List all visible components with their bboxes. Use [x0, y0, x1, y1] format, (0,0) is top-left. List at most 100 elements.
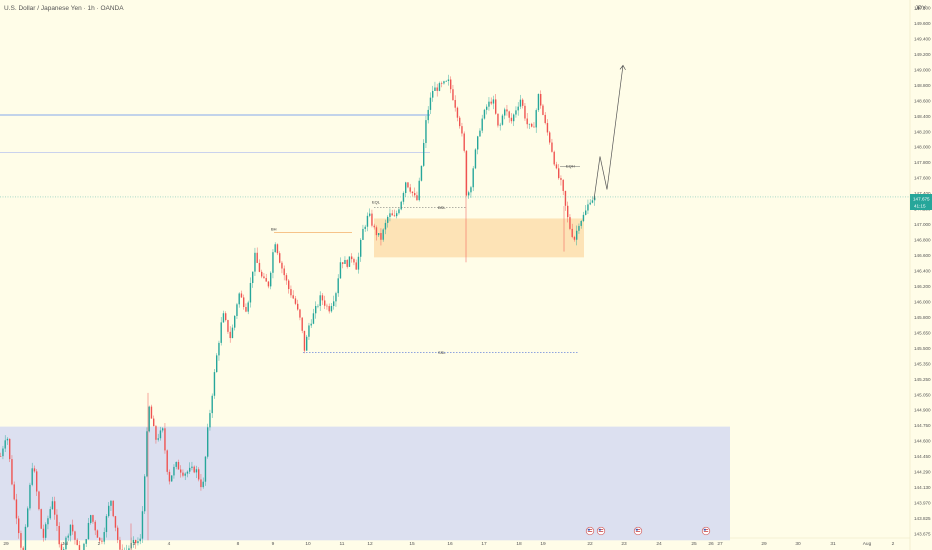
candle-body — [528, 123, 531, 125]
candle-body — [209, 413, 211, 428]
candle-body — [594, 197, 596, 201]
candle-body — [351, 256, 353, 260]
candle-body — [411, 191, 414, 194]
zone-demand — [374, 218, 584, 258]
candle-body — [366, 215, 369, 227]
candle-body — [486, 106, 488, 110]
candle-body — [474, 149, 477, 169]
y-axis-ticks: 149.800 149.600 149.400 149.200 149.000 148.8… — [914, 6, 931, 537]
candle-body — [189, 467, 191, 472]
candle-body — [173, 466, 175, 476]
y-tick-label: 147.600 — [914, 176, 931, 181]
candle-body — [416, 195, 418, 201]
candle-body — [445, 80, 447, 82]
candle-body — [31, 468, 33, 485]
candle-body — [353, 259, 355, 263]
candle-body — [510, 117, 513, 122]
candle-body — [83, 543, 85, 550]
candle-body — [456, 107, 459, 118]
flag-stripe — [598, 531, 604, 532]
candle-body — [393, 215, 396, 217]
y-tick-label: 148.600 — [914, 98, 931, 103]
candle-body — [553, 151, 555, 165]
x-tick-label: 18 — [516, 541, 522, 547]
x-tick-label: 4 — [168, 541, 171, 547]
candle-body — [175, 461, 177, 467]
candle-body — [360, 239, 362, 257]
candle-body — [144, 476, 146, 512]
x-tick-label: 24 — [656, 541, 662, 547]
candle-body — [94, 521, 96, 531]
candle-body — [335, 293, 337, 302]
x-tick-label: 29 — [3, 541, 9, 547]
x-tick-label: 3 — [133, 541, 136, 547]
candle-body — [355, 262, 357, 270]
candle-body — [571, 228, 573, 237]
candle-body — [54, 501, 56, 515]
candle-body — [87, 522, 90, 540]
candle-body — [312, 313, 315, 324]
us-flag-icon[interactable] — [596, 526, 606, 536]
candle-body — [591, 200, 594, 203]
candle-body — [517, 106, 519, 111]
candle-body — [481, 118, 483, 131]
candle-body — [231, 327, 234, 339]
candle-body — [65, 537, 67, 550]
candle-body — [139, 538, 141, 542]
candle-body — [99, 537, 101, 541]
candle-body — [306, 336, 308, 351]
candle-body — [141, 511, 144, 539]
candle-body — [582, 214, 585, 222]
x-tick-label: 23 — [621, 541, 627, 547]
candle-body — [85, 539, 87, 544]
candle-body — [36, 471, 38, 492]
candle-body — [270, 272, 272, 287]
candle-body — [290, 289, 292, 296]
candle-body — [405, 182, 407, 194]
price-axis[interactable] — [910, 0, 932, 550]
candle-body — [384, 222, 387, 230]
candle-body — [328, 306, 330, 312]
x-tick-label: 16 — [447, 541, 453, 547]
candle-body — [20, 533, 22, 548]
candle-body — [362, 228, 364, 240]
candle-body — [407, 182, 409, 188]
candle-body — [33, 468, 36, 472]
candle-body — [506, 109, 508, 112]
candle-body — [573, 236, 576, 240]
candle-body — [162, 428, 164, 431]
us-flag-icon[interactable] — [701, 526, 711, 536]
flag-stripe — [587, 531, 593, 532]
candle-body — [153, 418, 155, 427]
event-markers[interactable] — [585, 526, 711, 536]
candle-body — [191, 466, 193, 468]
candle-body — [508, 111, 510, 118]
candle-body — [544, 114, 546, 124]
candle-body — [513, 114, 515, 122]
candle-body — [168, 471, 171, 482]
x-tick-label: 10 — [305, 541, 311, 547]
candle-body — [402, 193, 405, 202]
candle-body — [542, 105, 544, 115]
candles — [0, 74, 596, 550]
us-flag-icon[interactable] — [585, 526, 595, 536]
candle-body — [454, 100, 456, 108]
candle-body — [551, 142, 553, 152]
candle-body — [11, 459, 13, 485]
candle-body — [348, 256, 351, 267]
candle-body — [364, 226, 366, 229]
y-tick-label: 147.800 — [914, 160, 931, 165]
candle-body — [216, 355, 218, 373]
candle-body — [333, 301, 335, 307]
candle-body — [247, 302, 249, 312]
annotation-label: BH — [271, 227, 277, 232]
candle-body — [389, 213, 391, 217]
candle-body — [504, 109, 506, 116]
candle-body — [546, 123, 549, 133]
candle-body — [105, 516, 108, 533]
us-flag-icon[interactable] — [633, 526, 643, 536]
candle-body — [452, 89, 454, 101]
candle-body — [461, 126, 463, 134]
candle-body — [524, 105, 526, 119]
